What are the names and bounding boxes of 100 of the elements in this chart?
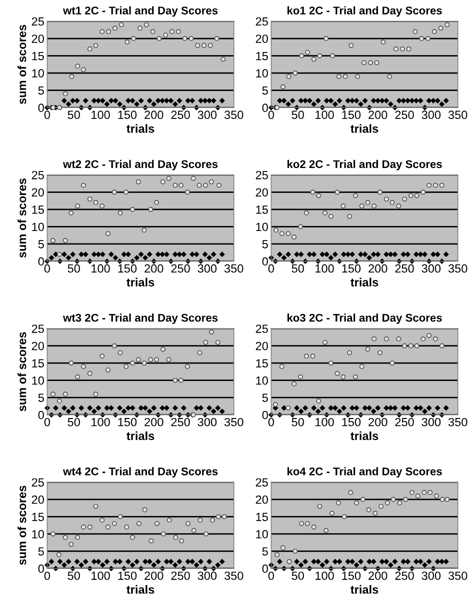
point — [138, 98, 144, 104]
point — [377, 190, 382, 195]
y-tick-label: 0 — [38, 410, 44, 420]
point — [377, 350, 382, 356]
point — [134, 254, 140, 261]
point — [172, 378, 178, 383]
point — [185, 521, 190, 526]
point — [208, 179, 214, 184]
point — [330, 53, 336, 58]
point — [336, 98, 342, 104]
point — [198, 405, 204, 411]
point — [316, 398, 322, 404]
point — [348, 490, 354, 496]
point — [176, 29, 181, 34]
chart-title: ko3 2C - Trial and Day Scores — [287, 314, 442, 324]
y-tick-label: 5 — [262, 86, 268, 95]
x-tick-label: 50 — [68, 572, 80, 580]
x-tick-label: 250 — [171, 572, 190, 580]
point — [68, 542, 74, 547]
point — [87, 46, 92, 52]
point — [328, 214, 334, 219]
point — [146, 408, 152, 414]
point — [322, 210, 328, 216]
point — [78, 405, 84, 411]
y-tick-label: 25 — [256, 17, 268, 26]
y-tick-label: 10 — [32, 376, 44, 385]
point — [315, 408, 321, 414]
point — [50, 531, 56, 536]
point — [130, 534, 136, 540]
point — [62, 91, 68, 96]
point — [216, 514, 221, 520]
point — [387, 74, 392, 80]
point — [434, 493, 440, 498]
point — [432, 336, 438, 342]
point — [93, 42, 98, 48]
point — [298, 408, 304, 414]
point — [61, 98, 68, 104]
point — [146, 252, 152, 258]
point — [160, 179, 166, 184]
chart-title: wt3 2C - Trial and Day Scores — [63, 314, 218, 324]
point — [91, 98, 97, 104]
x-tick-label: 200 — [144, 572, 164, 580]
point — [100, 562, 106, 568]
point — [198, 558, 204, 564]
point — [108, 98, 114, 104]
point — [396, 336, 402, 342]
point — [324, 558, 330, 564]
y-tick-label: 10 — [32, 69, 44, 78]
point — [426, 558, 432, 564]
point — [215, 340, 220, 345]
y-tick-label: 0 — [262, 564, 268, 573]
point — [57, 558, 63, 564]
point — [359, 203, 364, 208]
point — [434, 558, 440, 564]
point — [130, 562, 136, 568]
point — [329, 510, 334, 516]
x-tick-label: 300 — [198, 572, 217, 580]
point — [409, 98, 415, 104]
x-axis-title: trials — [350, 124, 378, 133]
x-tick-label: 250 — [171, 264, 190, 273]
point — [172, 562, 178, 568]
point — [219, 408, 225, 414]
point — [160, 531, 166, 536]
point — [185, 558, 191, 564]
point — [418, 252, 424, 258]
point — [392, 558, 398, 564]
point — [422, 562, 428, 568]
point — [432, 182, 438, 188]
point — [360, 496, 366, 502]
x-tick-label: 50 — [68, 110, 80, 120]
y-tick-label: 10 — [32, 222, 44, 232]
point — [340, 252, 346, 258]
x-tick-label: 250 — [171, 418, 190, 426]
x-tick-label: 0 — [268, 264, 274, 273]
point — [388, 562, 394, 568]
point — [439, 182, 444, 188]
point — [390, 360, 395, 366]
point — [188, 36, 194, 42]
point — [366, 405, 372, 411]
point — [166, 176, 172, 181]
point — [403, 496, 408, 502]
point — [56, 552, 62, 558]
point — [273, 228, 278, 233]
point — [87, 196, 92, 202]
point — [104, 558, 110, 564]
point — [414, 343, 420, 348]
x-tick-label: 150 — [342, 572, 361, 580]
point — [124, 39, 130, 44]
point — [96, 558, 102, 564]
point — [362, 405, 368, 411]
point — [78, 562, 84, 568]
point — [306, 98, 312, 104]
x-tick-label: 200 — [368, 110, 388, 120]
point — [426, 182, 432, 188]
point — [172, 405, 178, 411]
point — [112, 254, 118, 261]
x-tick-label: 150 — [342, 264, 361, 273]
point — [392, 252, 398, 258]
point — [328, 405, 334, 411]
point — [320, 562, 326, 568]
